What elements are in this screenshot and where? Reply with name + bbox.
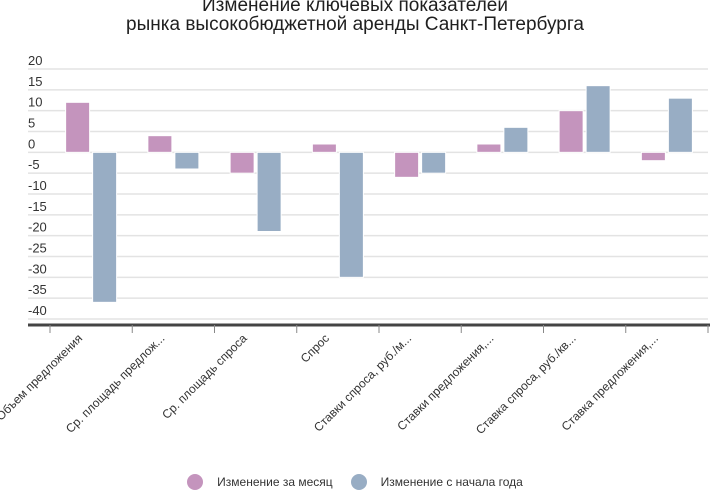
y-tick-label: 20 [28, 53, 42, 68]
y-tick-label: 10 [28, 95, 42, 110]
bar-month[interactable] [311, 143, 337, 153]
y-tick-label: -15 [28, 199, 47, 214]
y-tick-label: 15 [28, 74, 42, 89]
x-tick-label: Объем предложения [0, 331, 85, 423]
bar-chart: 20 15 10 5 0 -5 -10 -15 -20 -25 -30 -35 -40 Объем пр… [0, 53, 710, 437]
legend-item-month[interactable]: Изменение за месяц [187, 474, 333, 490]
bar-month[interactable] [476, 143, 502, 153]
y-tick-label: -20 [28, 220, 47, 235]
x-tick-label: Спрос [298, 331, 332, 365]
bar-month[interactable] [640, 151, 666, 162]
chart-title-line-1: Изменение ключевых показателей [202, 0, 508, 16]
chart-title: Изменение ключевых показателей рынка выс… [0, 0, 710, 34]
bars [65, 85, 693, 303]
y-tick-label: -5 [28, 157, 40, 172]
y-tick-label: 5 [28, 116, 35, 131]
bar-ytd[interactable] [256, 151, 282, 232]
y-tick-label: -10 [28, 178, 47, 193]
y-axis-ticks: 20 15 10 5 0 -5 -10 -15 -20 -25 -30 -35 -40 [28, 53, 47, 318]
y-tick-label: -35 [28, 282, 47, 297]
bar-ytd[interactable] [174, 151, 200, 170]
legend-swatch-ytd [350, 474, 367, 490]
bar-month[interactable] [558, 110, 584, 153]
bar-ytd[interactable] [585, 85, 611, 153]
legend-label-ytd: Изменение с начала года [380, 475, 523, 489]
bar-month[interactable] [65, 101, 91, 153]
legend-label-month: Изменение за месяц [217, 475, 333, 489]
legend-swatch-month [187, 474, 204, 490]
chart-title-line-2: рынка высокобюджетной аренды Санкт-Петер… [126, 14, 584, 35]
x-axis [28, 323, 710, 333]
bar-ytd[interactable] [421, 151, 447, 174]
legend-item-ytd[interactable]: Изменение с начала года [350, 474, 523, 490]
bar-ytd[interactable] [92, 151, 118, 303]
y-tick-label: 0 [28, 136, 35, 151]
y-tick-label: -30 [28, 261, 47, 276]
x-tick-label: Ср. площадь спроса [159, 331, 250, 422]
legend: Изменение за месяц Изменение с начала го… [0, 474, 710, 490]
x-tick-label: Ставка предложения,... [559, 331, 661, 433]
y-tick-label: -40 [28, 303, 47, 318]
bar-ytd[interactable] [338, 151, 364, 278]
bar-month[interactable] [147, 135, 173, 153]
bar-month[interactable] [229, 151, 255, 174]
bar-ytd[interactable] [503, 126, 529, 153]
bar-month[interactable] [394, 151, 420, 178]
bar-ytd[interactable] [667, 97, 693, 153]
y-tick-label: -25 [28, 241, 47, 256]
